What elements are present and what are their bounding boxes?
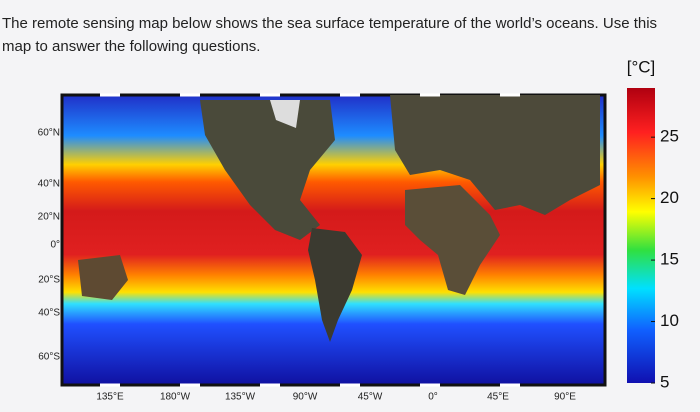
latitude-label: 20°N: [38, 212, 60, 223]
latitude-label: 20°S: [38, 275, 60, 286]
australia: [78, 255, 128, 300]
longitude-label: 90°W: [293, 392, 318, 403]
north-america: [200, 100, 335, 240]
frame-ticks: [100, 93, 520, 387]
latitude-label: 60°S: [38, 352, 60, 363]
eurasia: [390, 95, 600, 215]
colorbar-tick-label: 15: [660, 250, 679, 269]
colorbar-tick-label: 20: [660, 188, 679, 207]
latitude-label: 60°N: [38, 128, 60, 139]
colorbar-tick-label: 5: [660, 372, 669, 391]
latitude-label: 40°N: [38, 179, 60, 190]
greenland: [270, 100, 300, 128]
latitude-label: 40°S: [38, 308, 60, 319]
africa: [405, 185, 500, 295]
colorbar: [627, 88, 655, 383]
latitude-label: 0°: [50, 240, 60, 251]
colorbar-unit: [°C]: [627, 57, 656, 76]
longitude-label: 135°W: [225, 392, 256, 403]
colorbar-tick-label: 25: [660, 127, 679, 146]
longitude-label: 45°W: [358, 392, 383, 403]
longitude-label: 135°E: [96, 392, 124, 403]
colorbar-tick-label: 10: [660, 311, 679, 330]
map: [60, 93, 607, 387]
longitude-label: 90°E: [554, 392, 576, 403]
longitude-label: 45°E: [487, 392, 509, 403]
south-america: [308, 228, 362, 342]
longitude-label: 0°: [428, 392, 438, 403]
question-text: The remote sensing map below shows the s…: [2, 15, 658, 55]
longitude-label: 180°W: [160, 392, 191, 403]
